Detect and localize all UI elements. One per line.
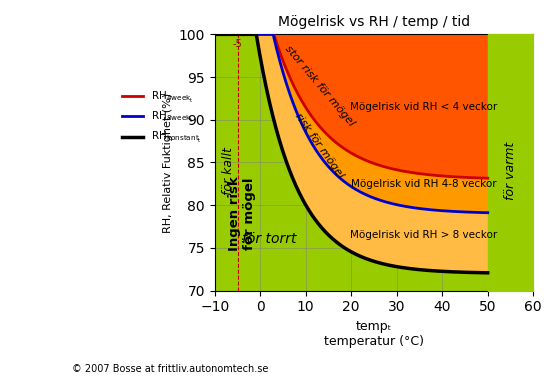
Y-axis label: RH, Relativ Fuktighet (%): RH, Relativ Fuktighet (%) (163, 92, 173, 232)
X-axis label: tempₜ
temperatur (°C): tempₜ temperatur (°C) (324, 320, 424, 348)
Legend: $\mathregular{RH_{4week_t}}$, $\mathregular{RH_{8week_t}}$, $\mathregular{RH_{ko: $\mathregular{RH_{4week_t}}$, $\mathregu… (118, 86, 207, 150)
Text: © 2007 Bosse at frittliv.autonomtech.se: © 2007 Bosse at frittliv.autonomtech.se (72, 364, 269, 374)
Text: -5: -5 (233, 39, 242, 49)
Text: för varmt: för varmt (504, 142, 517, 200)
Text: Mögelrisk vid RH 4-8 veckor: Mögelrisk vid RH 4-8 veckor (351, 179, 497, 189)
Text: för torrt: för torrt (242, 232, 297, 246)
Text: Mögelrisk vid RH > 8 veckor: Mögelrisk vid RH > 8 veckor (350, 230, 497, 240)
Text: Ingen risk
för mögel: Ingen risk för mögel (228, 177, 256, 251)
Text: stor risk för mögel: stor risk för mögel (283, 43, 356, 128)
Text: för kallt: för kallt (222, 147, 235, 195)
Text: risk för mögel: risk för mögel (293, 111, 345, 180)
Text: Mögelrisk vid RH < 4 veckor: Mögelrisk vid RH < 4 veckor (350, 102, 497, 112)
Title: Mögelrisk vs RH / temp / tid: Mögelrisk vs RH / temp / tid (278, 15, 470, 29)
